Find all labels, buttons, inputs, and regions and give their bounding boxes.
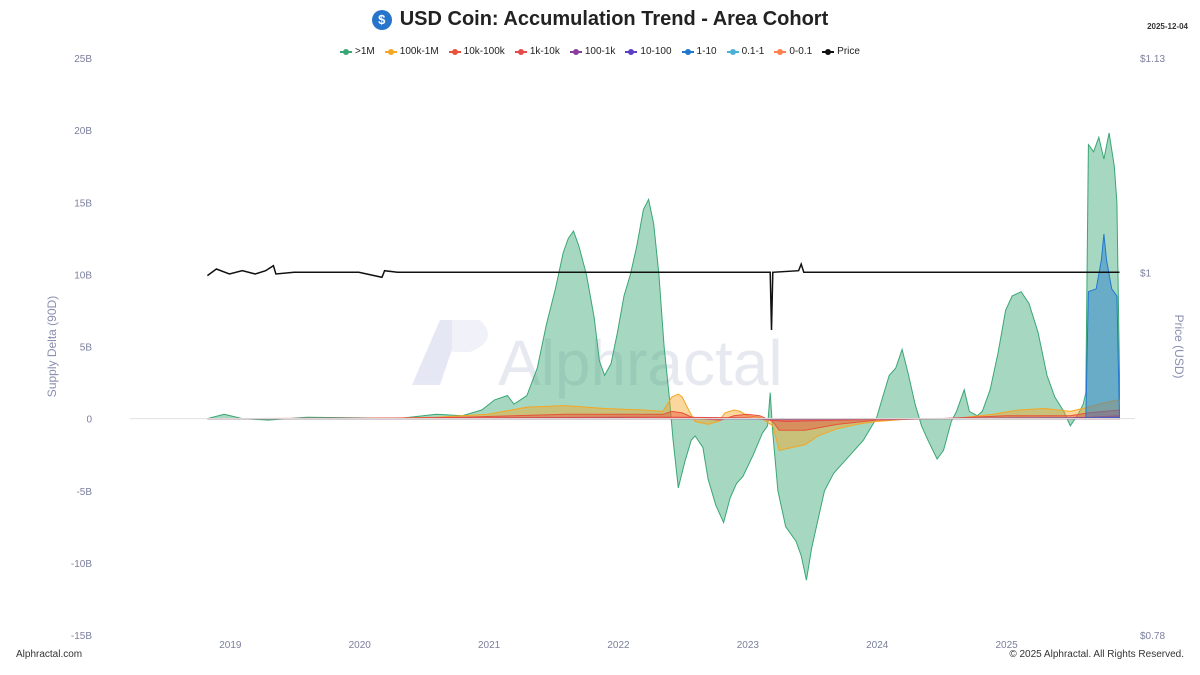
usdc-coin-icon: $ xyxy=(371,9,392,30)
legend-item--1M[interactable]: >1M xyxy=(340,46,375,57)
legend-swatch-icon xyxy=(681,48,694,55)
x-tick-label: 2022 xyxy=(607,640,630,651)
legend-label: 100-1k xyxy=(584,46,616,57)
y-tick-label: 5B xyxy=(80,343,93,354)
chart-date: 2025-12-04 xyxy=(1147,22,1188,31)
legend-swatch-icon xyxy=(569,48,582,55)
y-axis-title: Supply Delta (90D) xyxy=(45,296,59,397)
legend-label: 100k-1M xyxy=(399,46,439,57)
legend-label: 1k-10k xyxy=(529,46,560,57)
legend-label: 0-0.1 xyxy=(789,46,813,57)
footer-site[interactable]: Alphractal.com xyxy=(16,649,83,660)
area-series-group xyxy=(207,132,1121,581)
legend-item-1-10[interactable]: 1-10 xyxy=(681,46,717,57)
price-line xyxy=(206,261,1120,331)
legend-swatch-icon xyxy=(514,48,527,55)
legend-swatch-icon xyxy=(625,48,638,55)
area-1k-10k xyxy=(207,415,1120,423)
legend-label: 10-100 xyxy=(640,46,672,57)
footer-copyright: © 2025 Alphractal. All Rights Reserved. xyxy=(1009,649,1184,660)
legend-label: 10k-100k xyxy=(463,46,505,57)
y-tick-label: -15B xyxy=(71,631,92,642)
legend-swatch-icon xyxy=(384,48,397,55)
chart-legend: >1M 100k-1M 10k-100k 1k-10k 100-1k 10-100 1-10… xyxy=(0,46,1200,57)
x-tick-label: 2023 xyxy=(737,640,760,651)
legend-swatch-icon xyxy=(774,48,787,55)
x-tick-label: 2019 xyxy=(219,640,242,651)
legend-item-0-0-1[interactable]: 0-0.1 xyxy=(774,46,812,57)
legend-swatch-icon xyxy=(448,48,461,55)
legend-item-Price[interactable]: Price xyxy=(822,46,860,57)
y2-axis-title: Price (USD) xyxy=(1172,314,1186,378)
area--1M xyxy=(207,132,1120,581)
legend-item-100k-1M[interactable]: 100k-1M xyxy=(384,46,439,57)
legend-item-0-1-1[interactable]: 0.1-1 xyxy=(726,46,765,57)
legend-item-100-1k[interactable]: 100-1k xyxy=(569,46,616,57)
legend-label: Price xyxy=(837,46,860,57)
x-tick-label: 2024 xyxy=(866,640,889,651)
chart-title-wrap: $ USD Coin: Accumulation Trend - Area Co… xyxy=(0,8,1200,31)
chart-title-text: USD Coin: Accumulation Trend - Area Coho… xyxy=(399,8,829,30)
legend-item-10k-100k[interactable]: 10k-100k xyxy=(448,46,505,57)
price-series-group xyxy=(206,261,1120,331)
x-tick-label: 2021 xyxy=(478,640,501,651)
y-tick-label: -10B xyxy=(71,559,92,570)
legend-swatch-icon xyxy=(726,48,739,55)
y-tick-label: -5B xyxy=(76,487,92,498)
watermark-logo xyxy=(412,320,488,385)
legend-swatch-icon xyxy=(822,48,835,55)
legend-label: >1M xyxy=(355,46,375,57)
legend-swatch-icon xyxy=(340,48,353,55)
y2-tick-label: $1 xyxy=(1140,268,1152,279)
area-1-10 xyxy=(207,233,1121,420)
y2-tick-label: $0.78 xyxy=(1140,631,1165,642)
legend-label: 1-10 xyxy=(696,46,717,57)
y-tick-label: 0 xyxy=(86,415,92,426)
area-100k-1M xyxy=(207,393,1120,451)
area-10k-100k xyxy=(207,409,1120,431)
y-tick-label: 15B xyxy=(74,198,92,209)
x-tick-label: 2020 xyxy=(349,640,372,651)
area-100-1k xyxy=(207,416,1120,420)
chart-title: $ USD Coin: Accumulation Trend - Area Co… xyxy=(371,8,829,31)
legend-item-10-100[interactable]: 10-100 xyxy=(625,46,672,57)
area-10-100 xyxy=(207,417,1120,420)
y-tick-label: 20B xyxy=(74,126,92,137)
legend-label: 0.1-1 xyxy=(741,46,765,57)
y-tick-label: 10B xyxy=(74,270,92,281)
legend-item-1k-10k[interactable]: 1k-10k xyxy=(514,46,560,57)
watermark: Alphractal xyxy=(498,327,783,399)
